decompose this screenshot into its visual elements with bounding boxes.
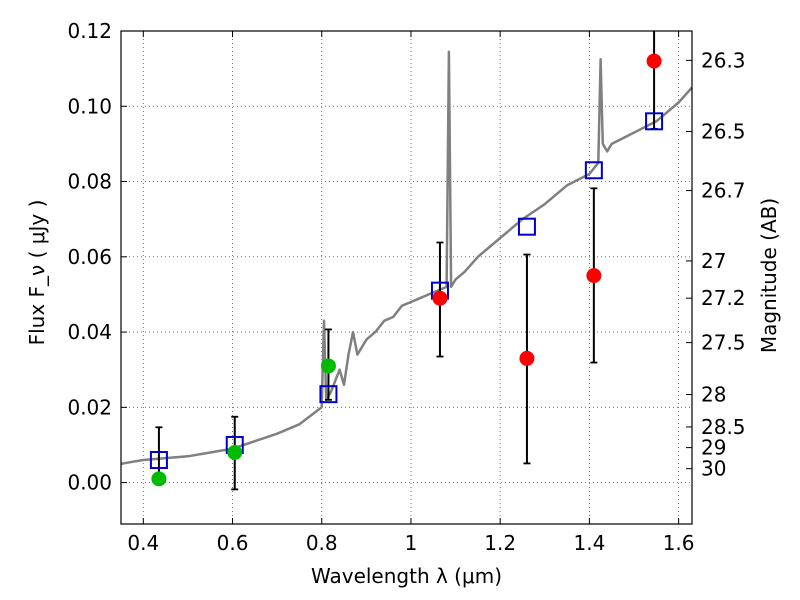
x-tick-label: 0.4: [127, 531, 159, 555]
axis-ticks: 0.4 0.6 0.8 1 1.2 1.4 1.6 0.00 0.02 0.04 0.06 0.08 0…: [67, 19, 745, 555]
y-tick-label: 0.08: [67, 170, 112, 194]
mag-tick-label: 28.5: [701, 415, 746, 439]
grid: [121, 30, 692, 524]
plot-frame: [120, 30, 693, 525]
y-axis-label: Flux F_ν ( μJy ): [25, 200, 49, 346]
mag-tick-label: 26.7: [701, 179, 746, 203]
y-tick-label: 0.06: [67, 245, 112, 269]
mag-tick-label: 26.5: [701, 119, 746, 143]
mag-tick-label: 29: [701, 436, 726, 460]
mag-tick-label: 27.5: [701, 331, 746, 355]
data-point-green: [320, 358, 336, 374]
spectrum-line: [120, 50, 693, 466]
y-tick-label: 0.02: [67, 395, 112, 419]
photometry-markers: [149, 53, 664, 487]
x-tick-label: 1.4: [573, 531, 605, 555]
x-axis-label: Wavelength λ (μm): [311, 564, 502, 588]
data-point-red: [432, 290, 448, 306]
data-point-green: [151, 471, 167, 487]
x-tick-label: 0.6: [217, 531, 249, 555]
x-tick-label: 1.2: [484, 531, 516, 555]
mag-tick-label: 28: [701, 383, 726, 407]
x-tick-label: 1.6: [663, 531, 695, 555]
x-tick-label: 0.8: [306, 531, 338, 555]
data-point-red: [519, 350, 535, 366]
model-point-square: [319, 385, 338, 404]
mag-tick-label: 27: [701, 249, 726, 273]
data-point-red: [646, 53, 662, 69]
spectrum-series: [120, 50, 693, 466]
data-point-green: [227, 444, 243, 460]
y-tick-label: 0.00: [67, 471, 112, 495]
mag-tick-label: 30: [701, 457, 726, 481]
model-point-square: [517, 217, 536, 236]
model-point-square: [645, 112, 664, 131]
mag-tick-label: 26.3: [701, 48, 746, 72]
error-bars: [155, 31, 658, 491]
mag-tick-label: 27.2: [701, 286, 746, 310]
right-axis-label: Magnitude (AB): [757, 198, 781, 353]
model-point-square: [149, 451, 168, 470]
x-tick-label: 1: [405, 531, 418, 555]
data-point-red: [586, 268, 602, 284]
model-point-square: [584, 161, 603, 180]
y-tick-label: 0.04: [67, 320, 112, 344]
y-tick-label: 0.10: [67, 94, 112, 118]
y-tick-label: 0.12: [67, 19, 112, 43]
